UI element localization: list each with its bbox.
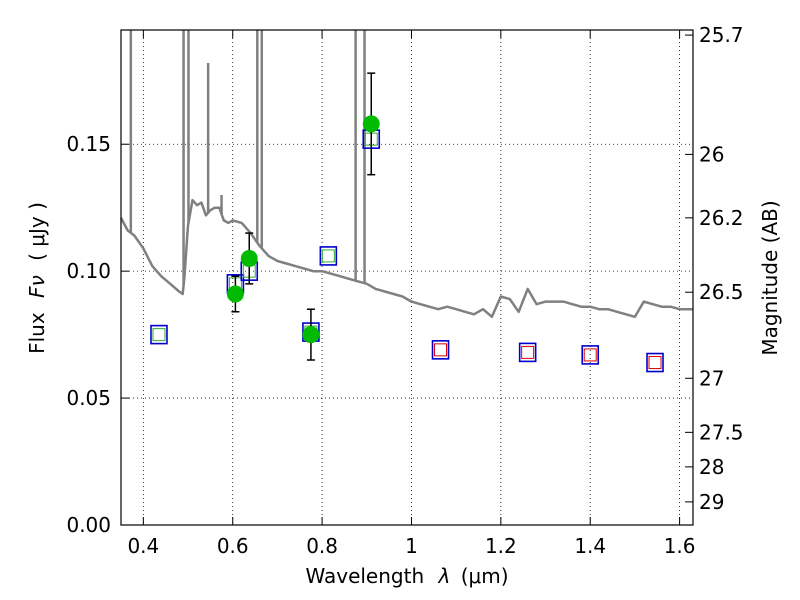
model-photometry-square <box>518 342 537 363</box>
y-tick-label: 0.10 <box>66 259 111 283</box>
model-photometry-square <box>646 352 664 373</box>
y2-tick-label: 26.2 <box>699 206 744 230</box>
y-axis-title-symbol: Fν <box>25 275 49 298</box>
y2-axis-ticks: 25.7 26 26.2 26.5 27 27.5 28 29 <box>685 23 744 514</box>
observed-point <box>240 249 258 267</box>
model-photometry-inner-square <box>434 343 448 357</box>
y-tick-label: 0.05 <box>66 386 111 410</box>
emission-lines <box>129 30 366 286</box>
y2-tick-label: 28 <box>699 455 724 479</box>
x-tick-label: 0.6 <box>217 534 249 558</box>
x-tick-label: 1.6 <box>664 534 696 558</box>
y-tick-label: 0.15 <box>66 132 111 156</box>
y-axis-title: Flux Fν ( μJy ) <box>25 202 49 354</box>
y2-axis-title: Magnitude (AB) <box>758 200 782 355</box>
x-axis-title-prefix: Wavelength <box>305 564 424 588</box>
y2-tick-label: 26 <box>699 142 724 166</box>
model-spectrum <box>119 198 693 319</box>
observed-point <box>362 115 380 133</box>
model-photometry-inner-square <box>648 356 662 370</box>
model-photometry-inner-square <box>321 249 335 263</box>
y-axis-title-prefix: Flux <box>25 312 49 354</box>
x-axis-title-unit: (μm) <box>461 564 509 588</box>
x-tick-label: 0.4 <box>127 534 159 558</box>
model-photometry-square <box>431 340 450 360</box>
y2-tick-label: 29 <box>699 490 724 514</box>
model-photometry-square <box>319 246 338 266</box>
y2-tick-label: 27.5 <box>699 420 744 444</box>
model-photometry-square <box>150 324 168 345</box>
x-tick-label: 1.2 <box>485 534 517 558</box>
model-photometry-inner-square <box>152 328 166 342</box>
x-axis-title-symbol: λ <box>438 564 451 588</box>
y2-tick-label: 25.7 <box>699 23 744 47</box>
x-axis-title: Wavelength λ (μm) <box>305 564 508 588</box>
spectrum-line <box>119 198 693 319</box>
y2-tick-label: 26.5 <box>699 280 744 304</box>
plot-frame <box>120 29 694 526</box>
observed-point <box>302 326 320 344</box>
x-tick-label: 1 <box>405 534 418 558</box>
x-tick-label: 0.8 <box>306 534 338 558</box>
x-axis-ticks: 0.4 0.6 0.8 1 1.2 1.4 1.6 <box>127 30 696 558</box>
observed-photometry <box>226 72 380 361</box>
model-photometry-square <box>581 345 600 365</box>
y-axis-ticks: 0.00 0.05 0.10 0.15 <box>66 132 129 537</box>
y-tick-label: 0.00 <box>66 513 111 537</box>
model-photometry-inner-square <box>583 348 597 362</box>
y2-tick-label: 27 <box>699 366 724 390</box>
observed-point <box>226 285 244 303</box>
y-axis-title-unit: ( μJy ) <box>25 202 49 261</box>
x-tick-label: 1.4 <box>574 534 606 558</box>
model-photometry-inner-square <box>521 345 535 359</box>
